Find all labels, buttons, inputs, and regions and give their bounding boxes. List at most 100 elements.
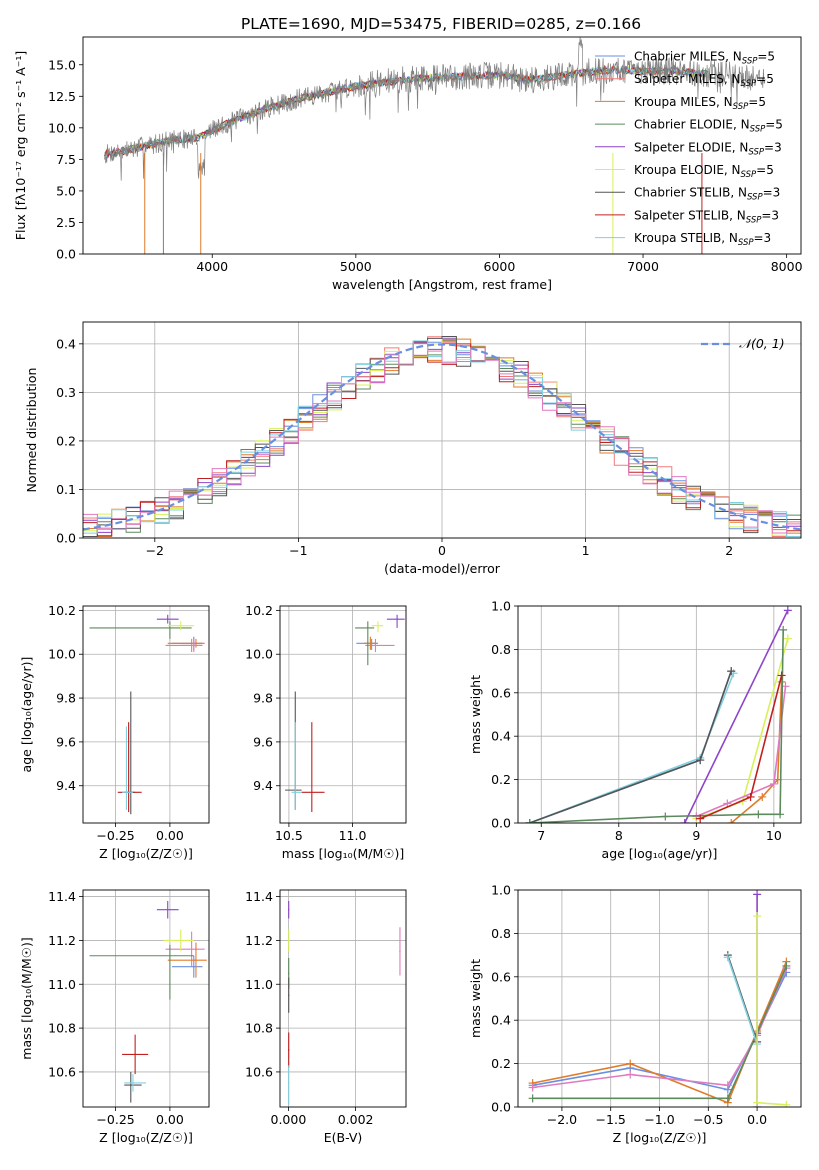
mass-weight-age-marker xyxy=(680,819,689,823)
tick-label-x: −0.25 xyxy=(96,828,134,843)
axes-frame xyxy=(82,889,210,1108)
tick-label-y: 10.8 xyxy=(48,1021,76,1036)
normal-curve xyxy=(83,343,801,531)
mass-ebv-point xyxy=(288,977,290,1013)
axis-label-x: wavelength [Angstrom, rest frame] xyxy=(332,277,552,292)
mass-z-point xyxy=(124,1074,146,1092)
tick-label-y: 11.0 xyxy=(48,977,76,992)
tick-label-y: 0.0 xyxy=(56,531,76,546)
age-z-point xyxy=(167,638,205,648)
mass-weight-z-marker xyxy=(528,1083,537,1092)
legend-entry: Chabrier ELODIE, NSSP=5 xyxy=(634,118,783,135)
axis-label-y: mass weight xyxy=(468,675,483,754)
tick-label-y: 11.2 xyxy=(245,933,273,948)
mass-weight-age-marker xyxy=(777,671,786,680)
tick-label-y: 10.6 xyxy=(48,1064,76,1079)
plot-area xyxy=(83,336,801,537)
mass-ebv-point xyxy=(288,929,290,952)
tick-label-y: 0.2 xyxy=(491,1056,511,1071)
residual-histogram xyxy=(83,347,801,536)
tick-label-y: 0.4 xyxy=(56,336,76,351)
tick-label-y: 1.0 xyxy=(491,599,511,614)
legend-entry: Chabrier MILES, NSSP=5 xyxy=(634,50,775,67)
axis-label-x: Z [log₁₀(Z/Z☉)] xyxy=(99,1130,193,1145)
axis-label-x: age [log₁₀(age/yr)] xyxy=(602,846,718,861)
mass-weight-age-marker xyxy=(727,819,736,823)
axis-label-x: E(B-V) xyxy=(324,1130,363,1145)
mass-ebv-point xyxy=(288,1032,290,1068)
legend-entry: Salpeter MILES, NSSP=5 xyxy=(634,72,774,89)
tick-label-y: 11.0 xyxy=(245,977,273,992)
tick-label-x: 9 xyxy=(692,828,700,843)
plot-area xyxy=(104,37,766,254)
mass-weight-z-marker xyxy=(753,1098,762,1107)
mass-weight-z-marker xyxy=(528,1094,537,1103)
mass-weight-age-marker xyxy=(727,667,736,676)
tick-label-x: −1 xyxy=(289,543,307,558)
axes-frame xyxy=(82,605,210,824)
axis-label-x: Z [log₁₀(Z/Z☉)] xyxy=(613,1130,707,1145)
tick-label-y: 11.4 xyxy=(48,889,76,904)
age-z-point xyxy=(180,638,203,653)
mass-weight-age-marker xyxy=(746,792,755,801)
tick-label-y: 10.2 xyxy=(48,603,76,618)
tick-label-x: −0.25 xyxy=(96,1112,134,1127)
mass-weight-z-marker xyxy=(626,1070,635,1079)
mass-weight-age-marker xyxy=(783,634,792,643)
mass-weight-age-marker xyxy=(723,799,732,808)
age-z-point xyxy=(167,621,194,631)
tick-label-y: 0.3 xyxy=(56,385,76,400)
axis-label-x: mass [log₁₀(M/M☉)] xyxy=(282,846,404,861)
tick-label-y: 9.6 xyxy=(56,734,76,749)
mass-weight-z-marker xyxy=(723,953,732,962)
axes-age_vs_Z: −0.25 0.00 9.4 9.6 9.8 10.0 10.2 Z [log₁₀(Z/Z☉)… xyxy=(19,603,210,861)
legend-entry: 𝒩(0, 1) xyxy=(739,336,785,351)
tick-label-y: 0.0 xyxy=(491,1100,511,1115)
tick-label-x: 10 xyxy=(766,828,782,843)
tick-label-y: 0.1 xyxy=(56,482,76,497)
tick-label-x: 7000 xyxy=(627,259,659,274)
mass-weight-age-marker xyxy=(779,625,788,634)
mass-weight-age-line xyxy=(683,609,789,823)
tick-label-y: 0.2 xyxy=(56,433,76,448)
tick-label-y: 7.5 xyxy=(56,152,76,167)
tick-label-x: 0.0 xyxy=(747,1112,767,1127)
age-mass-point xyxy=(386,614,405,628)
figure-title: PLATE=1690, MJD=53475, FIBERID=0285, z=0… xyxy=(241,15,641,33)
tick-label-y: 11.4 xyxy=(245,889,273,904)
mass-ebv-point xyxy=(288,1065,290,1105)
tick-label-y: 0.4 xyxy=(491,1013,511,1028)
tick-label-x: 6000 xyxy=(484,259,516,274)
tick-label-x: 4000 xyxy=(196,259,228,274)
legend-entry: Salpeter ELODIE, NSSP=3 xyxy=(634,140,782,157)
mass-weight-z-line xyxy=(727,957,758,1045)
axis-label-y: mass weight xyxy=(468,959,483,1038)
tick-label-x: 0.00 xyxy=(156,1112,184,1127)
mass-weight-z-marker xyxy=(782,961,791,970)
tick-label-x: −1.5 xyxy=(596,1112,626,1127)
age-mass-point xyxy=(355,621,375,666)
mass-weight-age-marker xyxy=(696,756,705,765)
tick-label-y: 0.0 xyxy=(56,247,76,262)
legend-entry: Kroupa STELIB, NSSP=3 xyxy=(634,231,771,248)
plot-area xyxy=(525,606,792,823)
tick-label-y: 10.6 xyxy=(245,1064,273,1079)
plot-area xyxy=(89,900,207,1103)
tick-label-x: −0.5 xyxy=(693,1112,723,1127)
axis-label-x: Z [log₁₀(Z/Z☉)] xyxy=(99,846,193,861)
mass-z-point xyxy=(163,929,194,952)
legend-entry: Chabrier STELIB, NSSP=3 xyxy=(634,186,780,203)
axis-label-x: (data-model)/error xyxy=(384,561,501,576)
legend-entry: Salpeter STELIB, NSSP=3 xyxy=(634,208,779,225)
legend-entry: Kroupa MILES, NSSP=5 xyxy=(634,95,766,112)
axes-frame xyxy=(517,605,802,824)
tick-label-y: 0.8 xyxy=(491,642,511,657)
axes-mass_vs_ebv: 0.000 0.002 10.6 10.8 11.0 11.2 11.4 E(B-V) xyxy=(245,889,407,1145)
tick-label-x: −2.0 xyxy=(547,1112,577,1127)
axes-massweight_vs_Z: −2.0 −1.5 −1.0 −0.5 0.0 0.0 0.2 0.4 0.6 0.8 1.0 Z [… xyxy=(468,883,802,1145)
axes-frame xyxy=(279,605,407,824)
tick-label-y: 0.6 xyxy=(491,969,511,984)
tick-label-y: 5.0 xyxy=(56,183,76,198)
axis-label-y: Flux [fλ10⁻¹⁷ erg cm⁻² s⁻¹ A⁻¹] xyxy=(13,51,28,240)
